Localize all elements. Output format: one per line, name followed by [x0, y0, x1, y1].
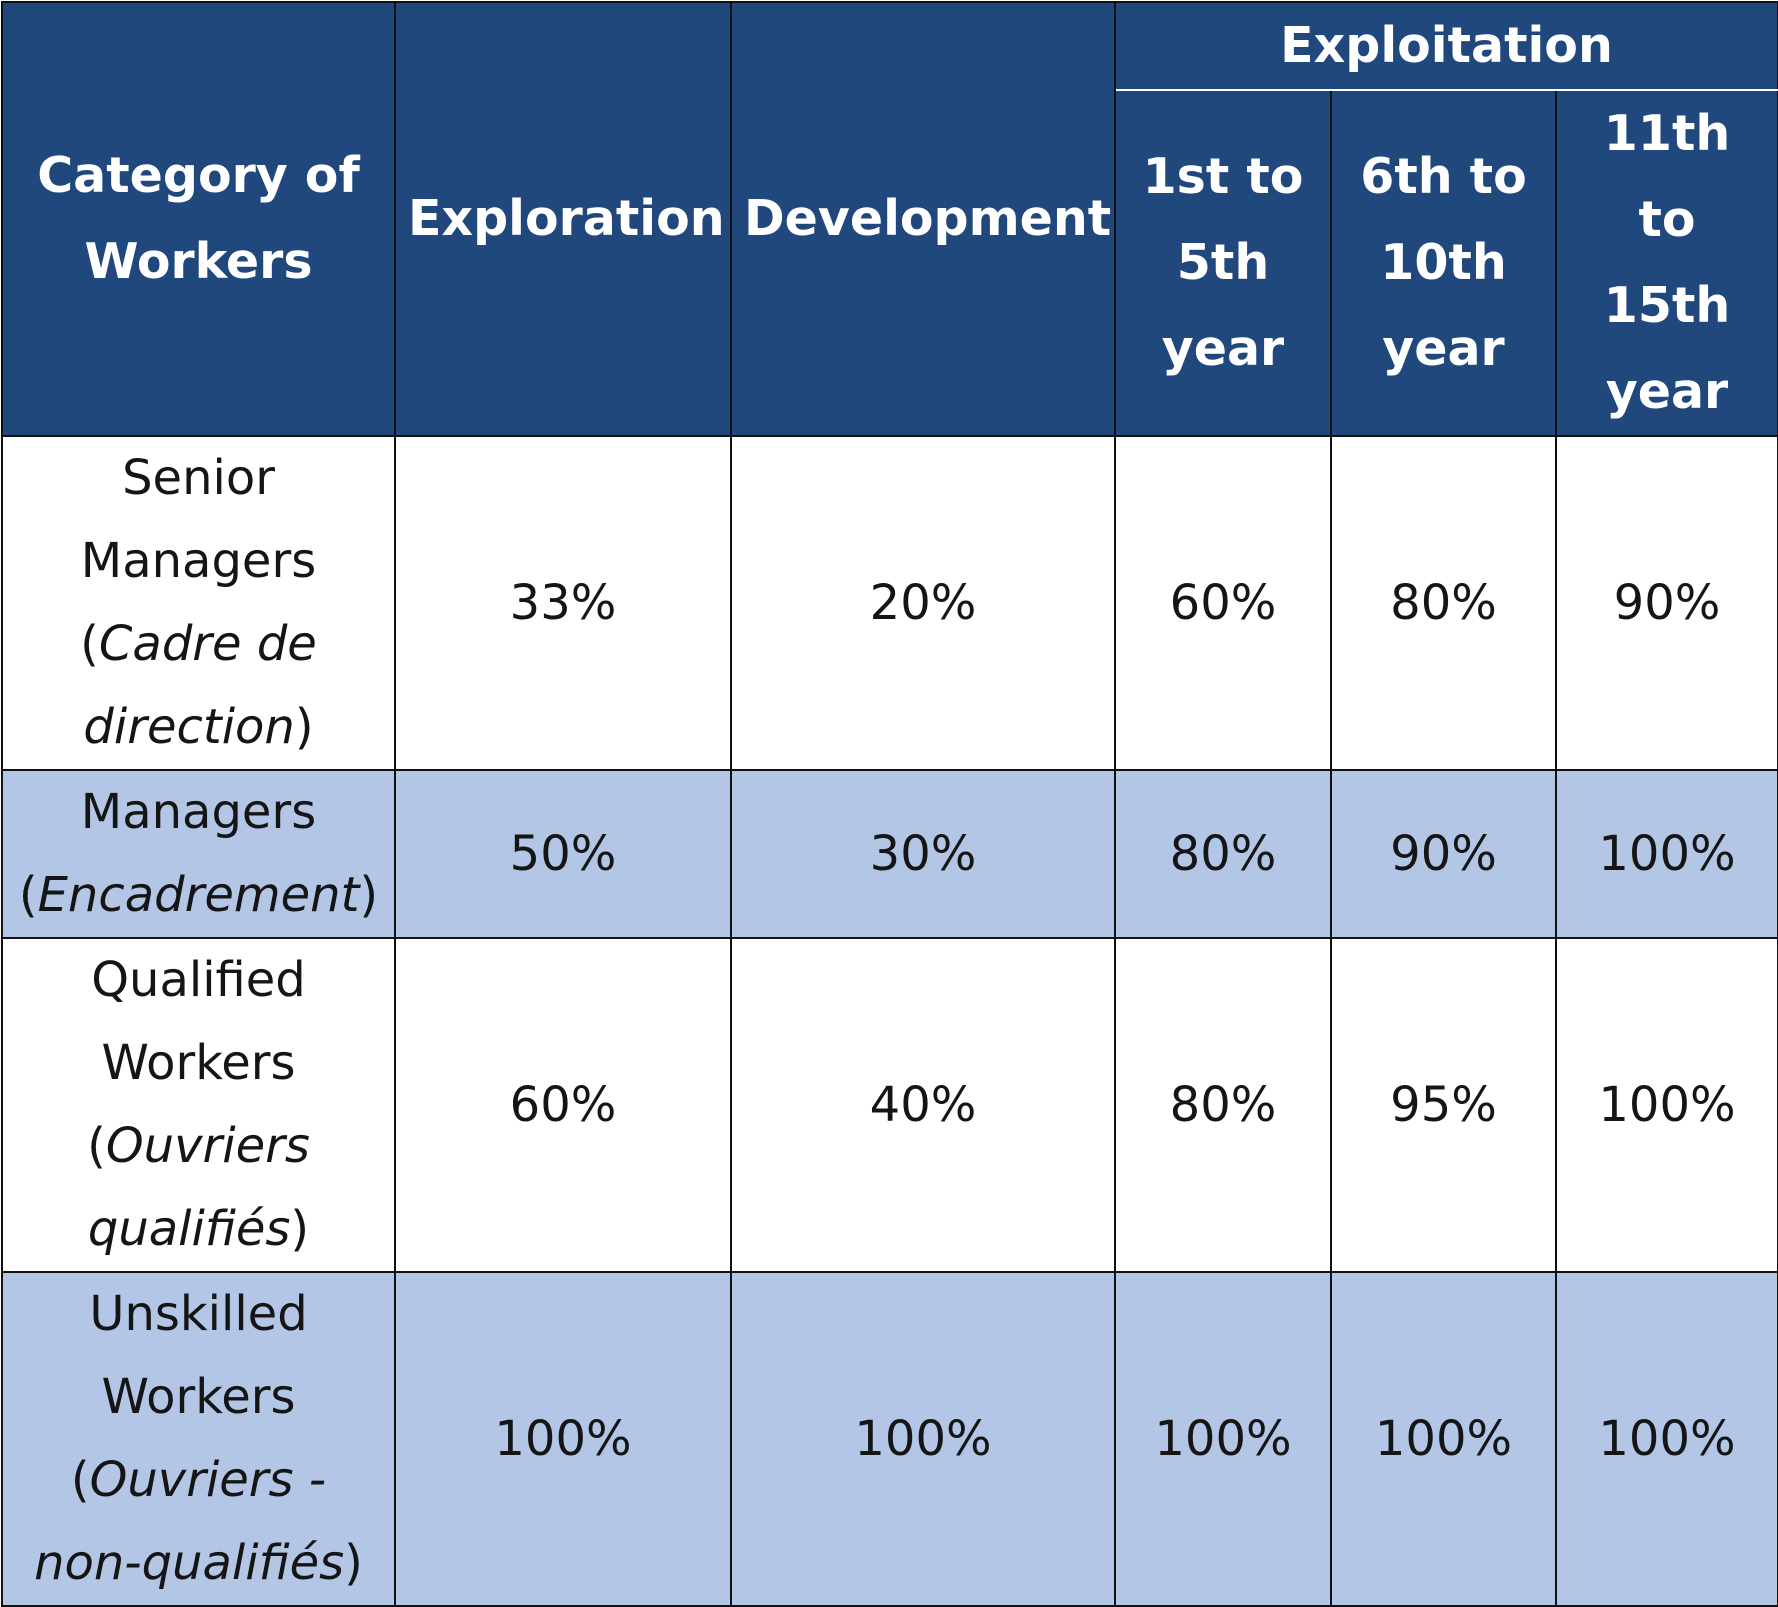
category-cell: Managers (Encadrement): [1, 769, 396, 939]
category-cell: Senior Managers (Cadre de direction): [1, 435, 396, 771]
category-cell: Qualified Workers (Ouvriers qualifiés): [1, 937, 396, 1273]
value-cell-exploitation-1-5: 80%: [1114, 769, 1332, 939]
header-exploration: Exploration: [394, 1, 732, 437]
value-cell-exploitation-6-10: 100%: [1330, 1271, 1557, 1607]
header-exploitation: Exploitation: [1113, 1, 1778, 91]
category-french-label: (Encadrement): [18, 867, 379, 923]
header-row-top: Category of Workers Exploration Developm…: [1, 1, 1778, 437]
header-development: Development: [730, 1, 1116, 437]
header-exploitation-years-6-10: 6th to 10th year: [1330, 89, 1557, 437]
value-cell-exploration: 50%: [394, 769, 732, 939]
category-cell: Unskilled Workers (Ouvriers - non-qualif…: [1, 1271, 396, 1607]
category-french-label: (Ouvriers - non-qualifiés): [34, 1452, 363, 1591]
header-row-bottom: 1st to 5th year 6th to 10th year 11th to…: [2, 89, 1778, 437]
value-cell-exploitation-11-15: 100%: [1554, 1271, 1778, 1607]
category-french-text: Ouvriers qualifiés: [87, 1118, 310, 1257]
value-cell-development: 30%: [730, 769, 1116, 939]
value-cell-exploitation-11-15: 90%: [1554, 435, 1778, 771]
value-cell-exploitation-11-15: 100%: [1554, 937, 1778, 1273]
table-row: Qualified Workers (Ouvriers qualifiés) 6…: [1, 937, 1778, 1273]
value-cell-exploration: 100%: [394, 1271, 732, 1607]
value-cell-development: 100%: [730, 1271, 1116, 1607]
table-row: Managers (Encadrement) 50% 30% 80% 90% 1…: [1, 769, 1778, 939]
value-cell-exploitation-6-10: 80%: [1330, 435, 1557, 771]
category-french-text: Encadrement: [37, 867, 360, 923]
header-exploitation-years-11-15: 11th to 15th year: [1554, 89, 1778, 437]
value-cell-exploitation-6-10: 95%: [1330, 937, 1557, 1273]
value-cell-development: 40%: [730, 937, 1116, 1273]
value-cell-exploitation-1-5: 60%: [1114, 435, 1332, 771]
table-row: Senior Managers (Cadre de direction) 33%…: [1, 435, 1778, 771]
category-label: Senior Managers: [80, 450, 317, 589]
value-cell-exploitation-11-15: 100%: [1554, 769, 1778, 939]
category-french-label: (Cadre de direction): [80, 616, 317, 755]
value-cell-development: 20%: [730, 435, 1116, 771]
table-row: Unskilled Workers (Ouvriers - non-qualif…: [1, 1271, 1778, 1607]
category-label: Qualified Workers: [91, 952, 306, 1091]
header-category: Category of Workers: [1, 1, 396, 437]
value-cell-exploration: 60%: [394, 937, 732, 1273]
value-cell-exploitation-6-10: 90%: [1330, 769, 1557, 939]
value-cell-exploration: 33%: [394, 435, 732, 771]
value-cell-exploitation-1-5: 100%: [1114, 1271, 1332, 1607]
category-label: Unskilled Workers: [89, 1286, 308, 1425]
category-label: Managers: [80, 784, 317, 840]
category-french-label: (Ouvriers qualifiés): [87, 1118, 310, 1257]
value-cell-exploitation-1-5: 80%: [1114, 937, 1332, 1273]
category-french-text: Cadre de direction: [83, 616, 317, 755]
header-exploitation-years-1-5: 1st to 5th year: [1114, 89, 1332, 437]
category-french-text: Ouvriers - non-qualifiés: [34, 1452, 345, 1591]
